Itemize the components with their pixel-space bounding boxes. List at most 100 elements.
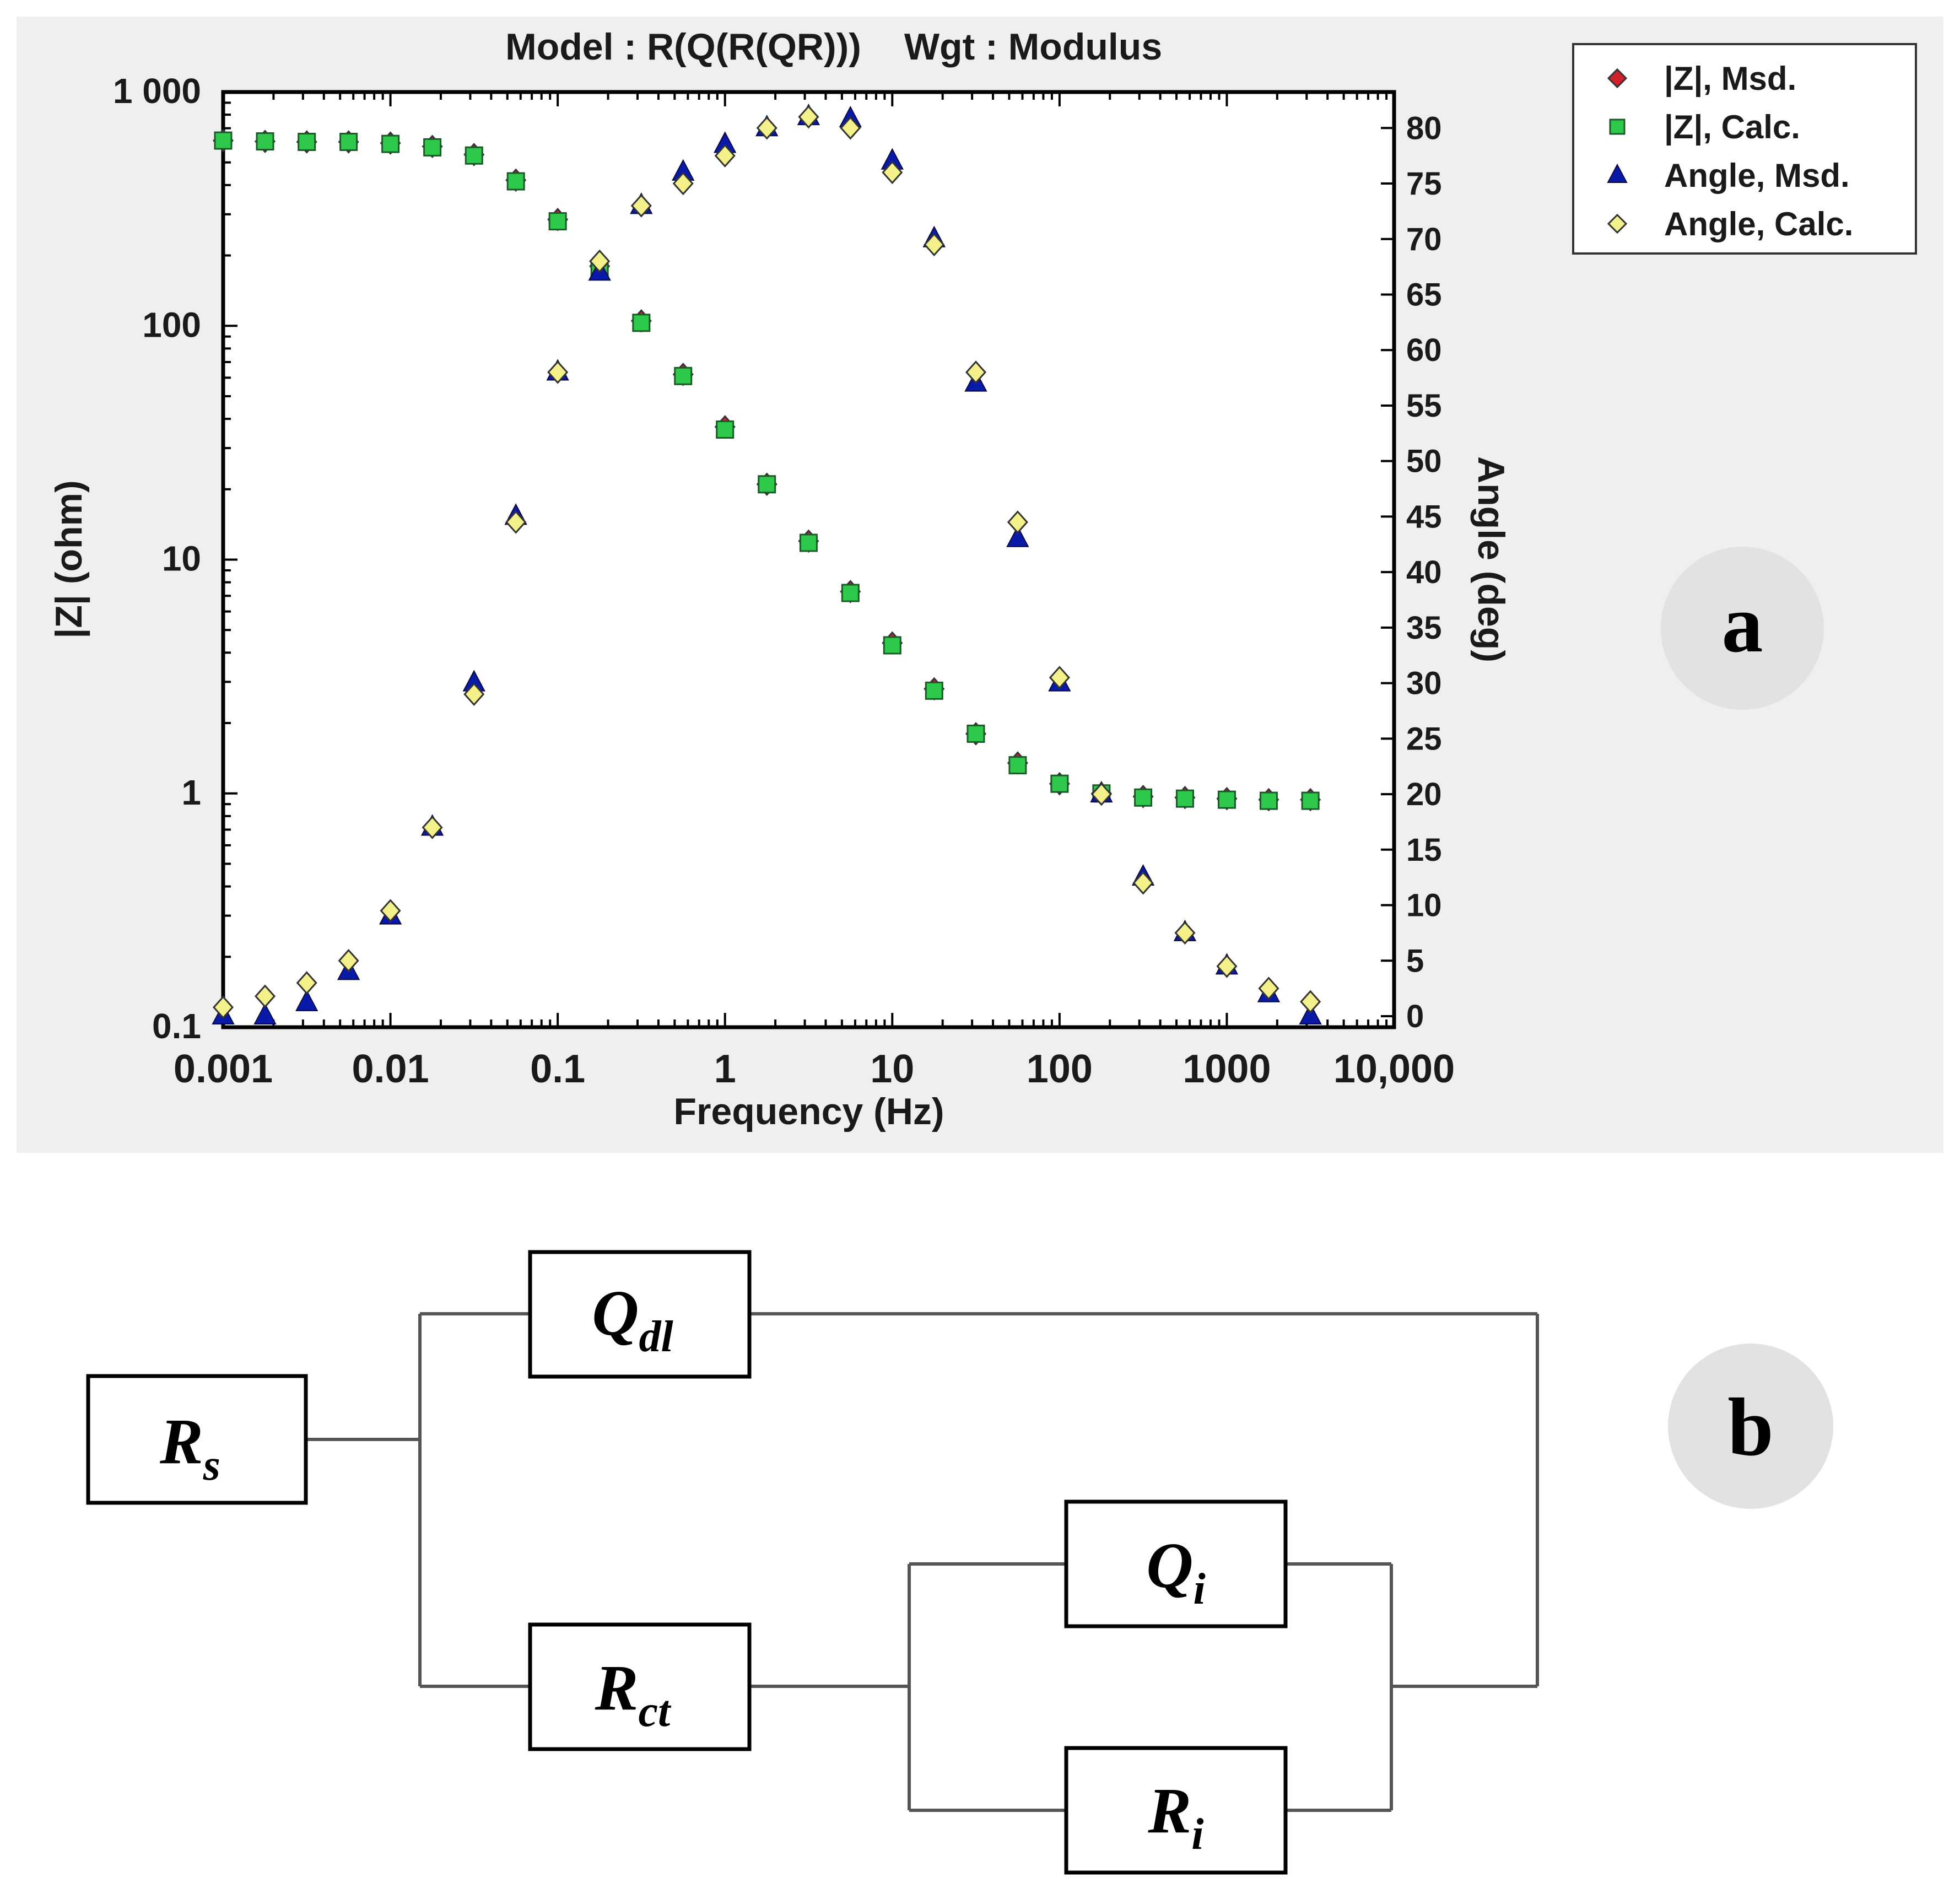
z-calc-point: [298, 132, 316, 151]
panel-b-letter: b: [1727, 1382, 1773, 1473]
component-qi: Qi: [1064, 1499, 1288, 1628]
rs-symbol: R: [159, 1405, 203, 1477]
qdl-subscript: dl: [639, 1313, 673, 1361]
angle-calc-point: [1174, 921, 1196, 945]
svg-text:Rct: Rct: [595, 1652, 672, 1736]
z-calc-point: [758, 475, 776, 494]
panel-a-badge: [1661, 547, 1824, 710]
qi-subscript: i: [1193, 1565, 1205, 1614]
angle-calc-point: [1216, 954, 1238, 978]
x-tick-label: 100: [1027, 1047, 1093, 1091]
y2-tick-label: 60: [1406, 332, 1442, 368]
y2-tick-label: 65: [1406, 277, 1442, 312]
angle-calc-point: [672, 171, 694, 196]
angle-calc-point: [714, 144, 736, 168]
panel-a-letter: a: [1722, 578, 1763, 670]
rct-symbol: R: [595, 1652, 639, 1724]
angle-calc-point: [1258, 977, 1279, 1000]
legend-marker: [1607, 163, 1628, 183]
angle-calc-point: [1132, 871, 1154, 895]
svg-text:Ri: Ri: [1148, 1774, 1204, 1859]
y-tick-label: 100: [142, 305, 201, 344]
x-tick-label: 10,000: [1333, 1047, 1455, 1091]
angle-calc-point: [422, 816, 443, 839]
y2-tick-label: 0: [1406, 999, 1424, 1034]
angle-msd-point: [1006, 525, 1029, 547]
y-axis-label: |Z| (ohm): [48, 480, 90, 638]
z-calc-point: [1301, 791, 1320, 810]
angle-calc-point: [255, 984, 276, 1008]
z-calc-point: [841, 584, 860, 602]
component-ri: Ri: [1064, 1746, 1288, 1875]
svg-text:Qdl: Qdl: [592, 1277, 673, 1361]
legend-label: Angle, Calc.: [1664, 206, 1853, 242]
angle-msd-point: [295, 989, 318, 1011]
angle-calc-point: [1007, 510, 1028, 534]
z-calc-point: [548, 212, 567, 231]
rs-subscript: s: [203, 1441, 220, 1490]
angle-calc-point: [840, 116, 861, 140]
angle-calc-point: [798, 105, 819, 129]
z-calc-point: [339, 132, 358, 151]
angle-calc-point: [296, 971, 317, 995]
z-calc-point: [256, 132, 274, 151]
panel-b-badge: [1668, 1344, 1833, 1509]
y2-tick-label: 55: [1406, 388, 1442, 424]
legend-item: |Z|, Msd.: [1607, 60, 1796, 98]
angle-calc-point: [630, 194, 652, 218]
angle-calc-point: [505, 510, 527, 534]
y2-tick-label: 70: [1406, 222, 1442, 257]
legend-marker: [1609, 118, 1626, 135]
legend-item: |Z|, Calc.: [1609, 109, 1800, 146]
x-tick-label: 1: [714, 1047, 736, 1091]
y2-tick-label: 45: [1406, 499, 1442, 535]
legend-label: Angle, Msd.: [1664, 157, 1850, 194]
component-rs: Rs: [86, 1374, 308, 1505]
y2-tick-label: 50: [1406, 444, 1442, 479]
svg-text:Qi: Qi: [1146, 1529, 1205, 1614]
x-axis-label: Frequency (Hz): [673, 1091, 944, 1132]
ri-subscript: i: [1191, 1810, 1203, 1859]
angle-calc-point: [212, 995, 234, 1019]
y-tick-label: 10: [162, 539, 201, 579]
legend: |Z|, Msd. |Z|, Calc. Angle, Msd. Angle, Cal…: [1572, 43, 1917, 255]
y2-tick-label: 75: [1406, 166, 1442, 202]
y2-tick-label: 80: [1406, 110, 1442, 146]
angle-calc-point: [1049, 666, 1070, 689]
circuit-diagram: [306, 1312, 1539, 1812]
angle-calc-point: [756, 116, 777, 140]
x-tick-label: 0.01: [352, 1047, 429, 1091]
model-label: Model : R(Q(R(QR))): [505, 26, 861, 68]
legend-marker: [1607, 68, 1628, 89]
y2-tick-label: 10: [1406, 888, 1442, 924]
qi-symbol: Q: [1146, 1529, 1193, 1601]
angle-calc-point: [924, 233, 945, 257]
y2-tick-label: 20: [1406, 776, 1442, 812]
y2-axis-label: Angle (deg): [1470, 456, 1512, 662]
y-tick-label: 1 000: [113, 71, 201, 111]
angle-calc-point: [965, 360, 986, 384]
y2-tick-label: 35: [1406, 610, 1442, 646]
z-calc-point: [632, 314, 651, 332]
angle-calc-point: [380, 899, 401, 923]
angle-calc-point: [589, 249, 611, 273]
y2-tick-label: 15: [1406, 832, 1442, 868]
angle-msd-point: [1299, 1002, 1322, 1024]
legend-item: Angle, Msd.: [1607, 157, 1850, 194]
ri-symbol: R: [1148, 1774, 1192, 1847]
y-tick-label: 1: [181, 773, 201, 812]
z-calc-point: [1259, 791, 1278, 810]
z-calc-point: [966, 724, 985, 743]
legend-box: [1572, 43, 1917, 255]
z-calc-point: [1134, 788, 1153, 807]
component-qdl: Qdl: [528, 1250, 752, 1379]
weight-label: Wgt : Modulus: [904, 26, 1162, 68]
rct-subscript: ct: [638, 1687, 672, 1736]
y2-tick-label: 25: [1406, 721, 1442, 757]
angle-calc-point: [1300, 990, 1321, 1014]
z-calc-point: [423, 138, 442, 157]
x-tick-label: 0.1: [530, 1047, 585, 1091]
legend-item: Angle, Calc.: [1607, 206, 1853, 242]
